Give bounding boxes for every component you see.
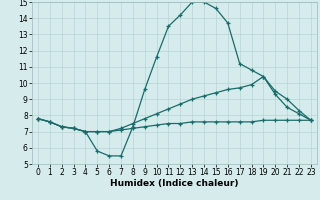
X-axis label: Humidex (Indice chaleur): Humidex (Indice chaleur): [110, 179, 239, 188]
